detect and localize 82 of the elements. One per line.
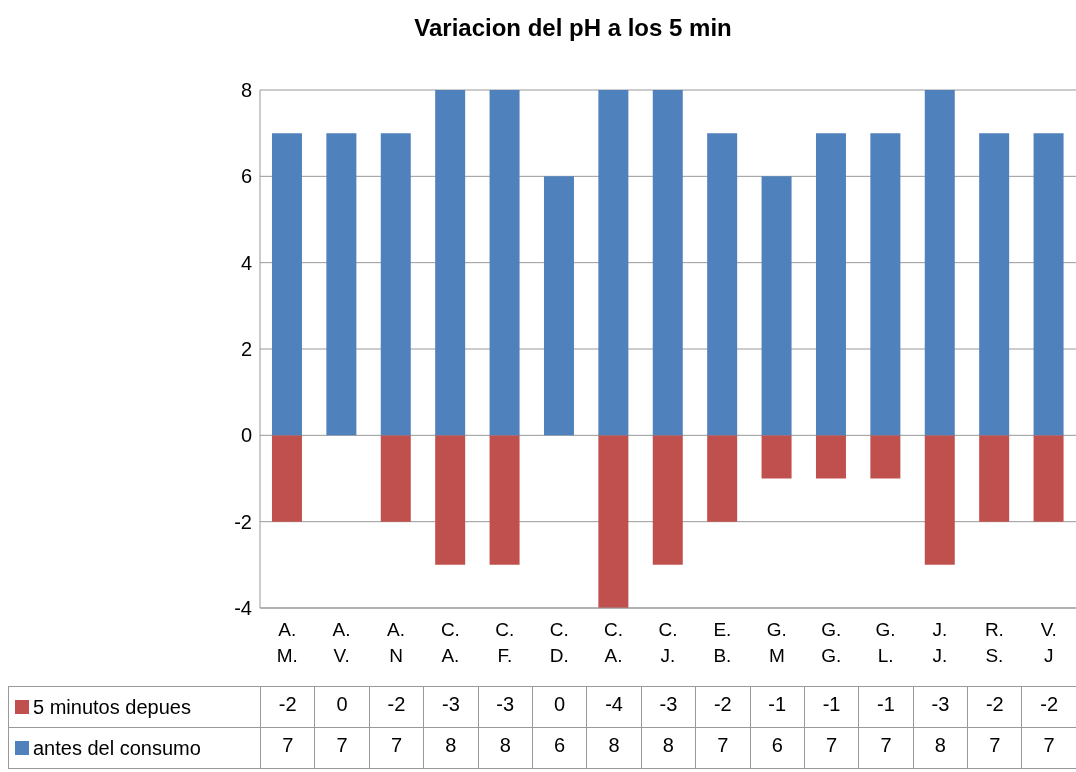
bar xyxy=(435,435,466,565)
data-label: -3 xyxy=(640,687,696,727)
bar xyxy=(707,133,738,436)
x-tick-label: R. S. xyxy=(984,619,1004,666)
data-label: 7 xyxy=(858,728,913,768)
legend-label: 5 minutos depues xyxy=(33,695,191,719)
data-label: -4 xyxy=(586,687,641,727)
data-label: 7 xyxy=(314,728,369,768)
y-tick-label: 4 xyxy=(240,251,252,274)
bar xyxy=(598,90,629,436)
x-tick-label: A. V. xyxy=(332,619,351,666)
data-label: -3 xyxy=(423,687,478,727)
x-tick-label: G. L. xyxy=(875,619,896,666)
x-tick-label: G. G. xyxy=(821,619,842,666)
data-label: -2 xyxy=(695,687,750,727)
data-label: -1 xyxy=(803,687,859,727)
bar xyxy=(870,133,901,436)
data-label: -2 xyxy=(368,687,424,727)
x-tick-label: V. J xyxy=(1040,619,1057,666)
data-label: 8 xyxy=(640,728,696,768)
chart-title: Variacion del pH a los 5 min xyxy=(413,14,733,42)
bar xyxy=(543,176,574,436)
bar xyxy=(815,133,846,436)
bar xyxy=(380,133,411,436)
x-tick-label: C. A. xyxy=(604,619,624,666)
data-label: 0 xyxy=(314,687,369,727)
y-tick-label: 6 xyxy=(240,165,252,188)
bar xyxy=(1033,133,1064,436)
legend-label: antes del consumo xyxy=(33,736,201,760)
data-label: 7 xyxy=(967,728,1022,768)
bar xyxy=(271,435,302,522)
data-label: -2 xyxy=(967,687,1022,727)
bar xyxy=(707,435,738,522)
bar xyxy=(761,435,792,479)
x-tick-label: A. N xyxy=(387,619,405,666)
x-tick-label: C. F. xyxy=(495,619,515,666)
x-tick-label: J. J. xyxy=(932,619,948,666)
bar xyxy=(870,435,901,479)
data-label: -1 xyxy=(749,687,804,727)
bar xyxy=(979,133,1010,436)
bar xyxy=(435,90,466,436)
x-tick-label: E. B. xyxy=(713,619,732,666)
bar xyxy=(652,90,683,436)
bar xyxy=(489,435,520,565)
data-label: 8 xyxy=(912,728,968,768)
y-tick-label: 2 xyxy=(240,338,252,361)
bar xyxy=(979,435,1010,522)
bar xyxy=(326,133,357,436)
bar xyxy=(380,435,411,522)
x-tick-label: G. M xyxy=(766,619,787,666)
data-label: -3 xyxy=(912,687,968,727)
y-tick-label: 0 xyxy=(240,424,252,447)
x-tick-label: C. D. xyxy=(549,619,569,666)
data-label: 8 xyxy=(477,728,532,768)
bar xyxy=(598,435,629,608)
x-tick-label: A. M. xyxy=(276,619,298,666)
data-label: -3 xyxy=(477,687,532,727)
y-tick-label: 8 xyxy=(240,79,252,102)
bar xyxy=(271,133,302,436)
bar xyxy=(815,435,846,479)
y-tick-label: -2 xyxy=(234,510,252,533)
bar xyxy=(652,435,683,565)
data-label: 6 xyxy=(749,728,804,768)
data-label: 0 xyxy=(531,687,587,727)
data-label: 7 xyxy=(695,728,750,768)
data-label: 7 xyxy=(368,728,424,768)
data-label: 6 xyxy=(531,728,587,768)
data-label: 8 xyxy=(586,728,641,768)
data-label: 7 xyxy=(260,728,315,768)
x-tick-label: C. A. xyxy=(440,619,460,666)
data-label: -2 xyxy=(1021,687,1076,727)
bar xyxy=(1033,435,1064,522)
bar xyxy=(924,435,955,565)
data-label: 7 xyxy=(803,728,859,768)
data-label: -1 xyxy=(858,687,913,727)
bar xyxy=(761,176,792,436)
data-label: 8 xyxy=(423,728,478,768)
data-label: 7 xyxy=(1021,728,1076,768)
y-tick-label: -4 xyxy=(234,597,252,620)
bar xyxy=(489,90,520,436)
bar xyxy=(924,90,955,436)
x-tick-label: C. J. xyxy=(658,619,678,666)
